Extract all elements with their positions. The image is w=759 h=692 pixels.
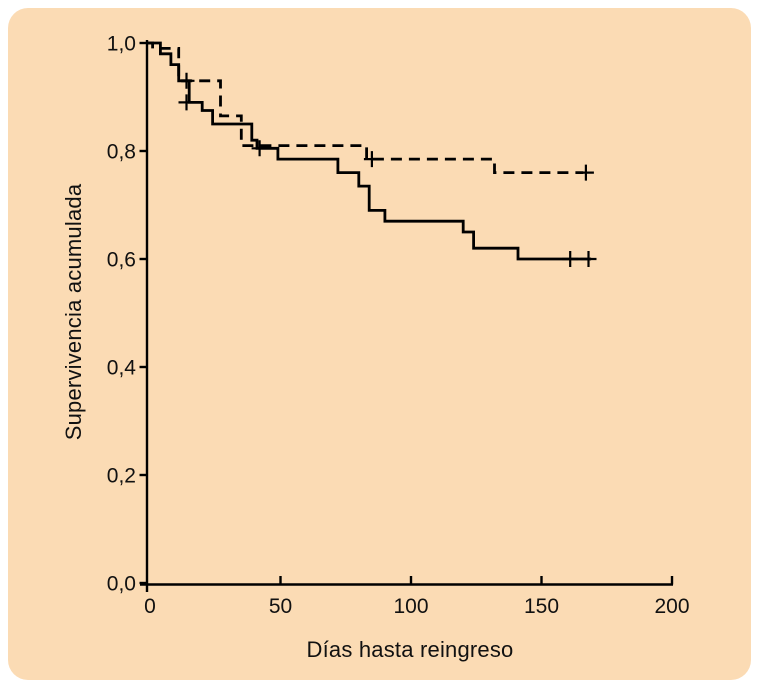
censor-mark-dashed-group	[577, 164, 594, 181]
x-tick-label: 200	[654, 595, 689, 618]
y-tick-label: 0,4	[107, 357, 137, 380]
y-axis-title: Supervivencia acumulada	[61, 183, 86, 441]
censor-mark-dashed-group	[178, 72, 195, 89]
x-axis-title: Días hasta reingreso	[306, 637, 514, 662]
y-tick-label: 1,0	[107, 33, 136, 56]
survival-curve-dashed-group	[147, 41, 584, 174]
x-tick-label: 50	[269, 595, 292, 618]
y-tick-label: 0,0	[107, 573, 136, 596]
survival-curve-solid-group	[147, 41, 592, 261]
x-tick-label: 150	[524, 595, 559, 618]
censor-mark-dashed-group	[363, 151, 380, 168]
y-tick-label: 0,6	[107, 249, 136, 272]
censor-mark-solid-group	[562, 251, 579, 267]
censor-mark-solid-group	[178, 94, 195, 111]
y-tick-label: 0,2	[107, 465, 136, 488]
censor-mark-solid-group	[580, 251, 597, 267]
x-tick-label: 100	[393, 595, 428, 618]
y-tick-label: 0,8	[107, 141, 136, 164]
chart-panel	[8, 8, 751, 680]
x-tick-label: 0	[144, 595, 156, 618]
censor-mark-solid-group	[251, 140, 268, 157]
